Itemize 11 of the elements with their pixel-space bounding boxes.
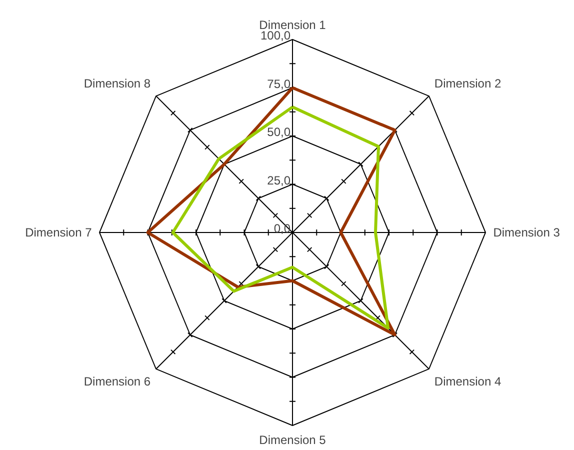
spoke-label: Dimension 8 bbox=[84, 76, 151, 91]
spoke-label: Dimension 3 bbox=[493, 226, 560, 240]
spoke-label: Dimension 4 bbox=[434, 374, 502, 388]
y-tick-label: 25,0 bbox=[267, 173, 291, 188]
y-tick-label: 0,0 bbox=[274, 222, 291, 236]
spoke-label: Dimension 2 bbox=[434, 76, 502, 91]
y-tick-label: 50,0 bbox=[267, 125, 291, 139]
spoke-label: Dimension 6 bbox=[84, 374, 151, 388]
spoke-label: Dimension 5 bbox=[259, 433, 326, 448]
y-tick-label: 75,0 bbox=[267, 76, 291, 91]
spoke-label: Dimension 7 bbox=[25, 226, 92, 240]
